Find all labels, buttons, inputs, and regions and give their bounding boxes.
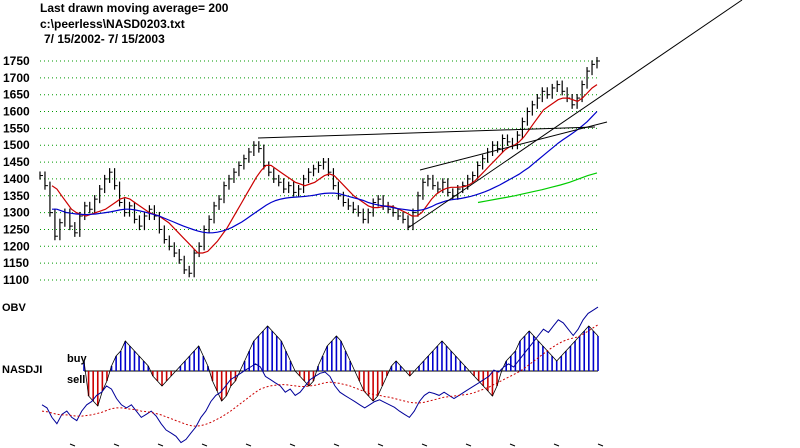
price-bars bbox=[39, 56, 600, 278]
y-tick-1500: 1500 bbox=[3, 138, 30, 152]
bottom-dots bbox=[69, 443, 604, 447]
ma-50-line bbox=[52, 111, 598, 234]
header-file-path: c:\peerless\NASD0203.txt bbox=[40, 17, 185, 31]
time-marker bbox=[333, 443, 340, 447]
y-tick-1400: 1400 bbox=[3, 172, 30, 186]
y-tick-1200: 1200 bbox=[3, 239, 30, 253]
time-marker bbox=[201, 443, 208, 447]
time-marker bbox=[509, 443, 516, 447]
y-tick-1150: 1150 bbox=[3, 256, 29, 270]
time-marker bbox=[157, 443, 164, 447]
time-marker bbox=[421, 443, 428, 447]
ma-200-line bbox=[477, 172, 598, 204]
uptrend-line bbox=[407, 0, 743, 229]
obv-label: OBV bbox=[2, 302, 26, 314]
moving-averages bbox=[51, 84, 598, 254]
y-tick-1750: 1750 bbox=[3, 54, 30, 68]
y-tick-1300: 1300 bbox=[3, 206, 30, 220]
time-marker bbox=[465, 443, 472, 447]
time-marker bbox=[113, 443, 120, 447]
buy-label: buy bbox=[67, 353, 87, 365]
y-tick-1350: 1350 bbox=[3, 189, 30, 203]
y-tick-1100: 1100 bbox=[3, 273, 29, 287]
y-tick-1550: 1550 bbox=[3, 121, 30, 135]
obv-panel bbox=[41, 306, 599, 444]
y-tick-1250: 1250 bbox=[3, 222, 30, 236]
time-marker bbox=[289, 443, 296, 447]
sell-label: sell bbox=[67, 374, 86, 386]
nasdji-label: NASDJI bbox=[2, 364, 43, 376]
time-marker bbox=[597, 443, 604, 447]
time-marker bbox=[245, 443, 252, 447]
obv-line bbox=[41, 306, 599, 444]
y-tick-1450: 1450 bbox=[3, 155, 30, 169]
time-marker bbox=[69, 443, 76, 447]
ma-21-line bbox=[51, 84, 598, 254]
support-line bbox=[419, 121, 608, 171]
time-marker bbox=[377, 443, 384, 447]
y-tick-1600: 1600 bbox=[3, 105, 30, 119]
obv-ma-line bbox=[41, 324, 599, 427]
header-moving-average: Last drawn moving average= 200 bbox=[40, 1, 229, 15]
resistance-line bbox=[257, 126, 596, 139]
y-tick-1650: 1650 bbox=[3, 88, 30, 102]
price-y-ticks: 1100 1150 1200 1250 1300 1350 1400 1450 1500 1550… bbox=[3, 54, 30, 287]
time-marker bbox=[553, 443, 560, 447]
price-grid bbox=[40, 60, 600, 281]
header-date-range: 7/ 15/2002- 7/ 15/2003 bbox=[44, 32, 165, 46]
trendlines bbox=[257, 0, 743, 229]
y-tick-1700: 1700 bbox=[3, 71, 30, 85]
obv-bar-envelope bbox=[83, 325, 599, 407]
